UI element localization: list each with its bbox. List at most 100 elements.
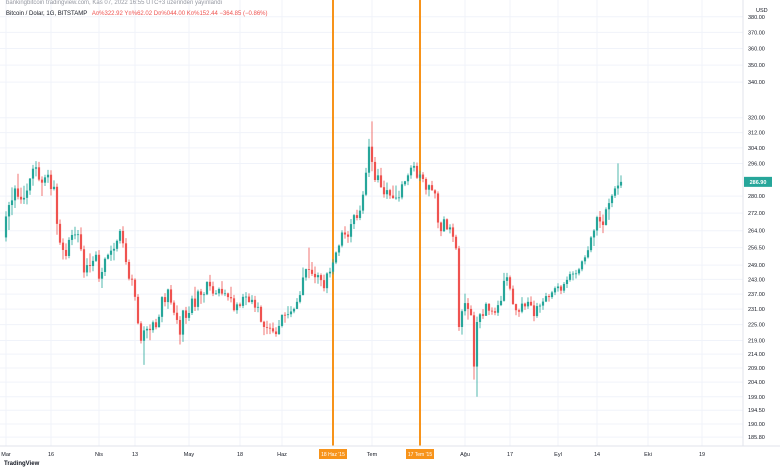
highlight-date-badge[interactable] [319,449,347,459]
candle[interactable] [415,162,419,179]
candle[interactable] [493,307,497,316]
candle[interactable] [376,168,380,183]
candle[interactable] [172,300,176,316]
candle[interactable] [49,170,53,196]
candle[interactable] [193,286,197,311]
candle[interactable] [439,221,443,237]
candle[interactable] [562,282,566,293]
candle[interactable] [436,191,440,229]
candle[interactable] [130,274,134,286]
tradingview-logo[interactable]: TradingView [4,461,39,467]
candle[interactable] [337,244,341,256]
candle[interactable] [268,323,272,335]
candle[interactable] [340,230,344,248]
candle[interactable] [481,309,485,319]
candle[interactable] [145,326,149,339]
candle[interactable] [289,306,293,318]
candle[interactable] [226,292,230,301]
candle[interactable] [448,224,452,234]
candle[interactable] [298,291,302,304]
candle[interactable] [121,226,125,248]
candle[interactable] [127,259,131,281]
candle[interactable] [541,298,545,310]
candle[interactable] [40,176,44,196]
candle[interactable] [499,295,503,307]
candle[interactable] [55,183,59,235]
candle[interactable] [31,164,35,186]
candle[interactable] [364,167,368,197]
candle[interactable] [610,194,614,208]
candle[interactable] [379,167,383,188]
candle[interactable] [475,316,479,397]
candle[interactable] [517,308,521,317]
candle[interactable] [508,275,512,291]
candle[interactable] [154,318,158,330]
candle[interactable] [187,306,191,321]
candle[interactable] [28,177,32,195]
candle[interactable] [265,320,269,335]
candle[interactable] [133,278,137,301]
candle[interactable] [349,219,353,243]
candle[interactable] [112,242,116,261]
highlight-line[interactable] [419,0,421,446]
candle[interactable] [307,247,311,279]
candle[interactable] [400,181,404,200]
candle[interactable] [304,268,308,281]
candle[interactable] [430,180,434,191]
candle[interactable] [598,211,602,229]
candle[interactable] [505,272,509,286]
candle[interactable] [94,251,98,263]
candle[interactable] [10,187,14,216]
candle[interactable] [373,157,377,183]
candle[interactable] [274,327,278,337]
candle[interactable] [382,180,386,198]
candle[interactable] [490,307,494,315]
candle[interactable] [529,296,533,307]
candle[interactable] [502,272,506,302]
candle[interactable] [115,239,119,252]
candle[interactable] [88,253,92,273]
candle[interactable] [166,288,170,309]
candle[interactable] [184,306,188,324]
candle[interactable] [241,293,245,309]
candle[interactable] [76,230,80,243]
candle[interactable] [442,216,446,233]
candle[interactable] [328,267,332,278]
candle[interactable] [250,295,254,305]
candle[interactable] [607,198,611,220]
candle[interactable] [532,300,536,322]
candle[interactable] [205,281,209,296]
candle[interactable] [292,307,296,314]
candle[interactable] [559,285,563,295]
candle[interactable] [385,182,389,199]
candle[interactable] [136,294,140,325]
candle[interactable] [46,169,50,183]
candle[interactable] [220,281,224,296]
candle[interactable] [253,295,257,312]
candle[interactable] [367,138,371,177]
symbol-legend[interactable]: Bitcoin / Dolar, 1G, BITSTAMP A¤%322.92 … [6,11,268,17]
candle[interactable] [394,185,398,200]
candle[interactable] [550,290,554,299]
candle[interactable] [163,293,167,307]
candle[interactable] [142,326,146,365]
candle[interactable] [553,286,557,296]
candle[interactable] [196,289,200,311]
candle[interactable] [412,161,416,172]
candle[interactable] [346,231,350,243]
candle[interactable] [259,305,263,323]
candle[interactable] [514,303,518,316]
candle[interactable] [109,245,113,261]
candle[interactable] [574,269,578,279]
candle[interactable] [52,180,56,191]
candle[interactable] [19,187,23,204]
candle[interactable] [85,258,89,277]
candle[interactable] [73,226,77,240]
candle[interactable] [151,320,155,333]
candle[interactable] [199,288,203,304]
candle[interactable] [61,238,65,260]
candle[interactable] [301,267,305,296]
candle[interactable] [466,298,470,320]
